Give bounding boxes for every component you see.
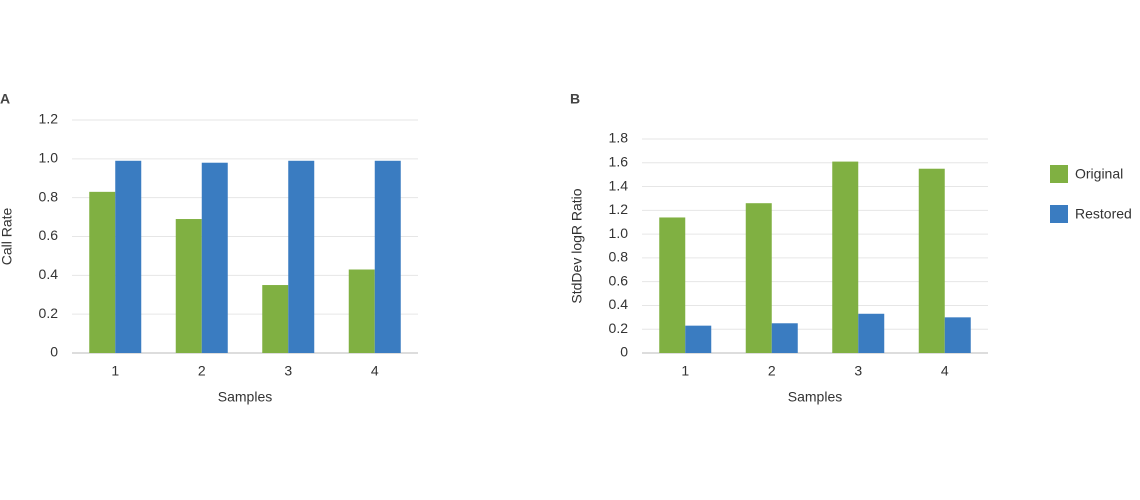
panel-label: A [0, 91, 10, 107]
x-tick-label: 2 [768, 363, 776, 379]
bar [175, 219, 202, 353]
bar [858, 313, 885, 353]
bar [918, 168, 945, 353]
y-tick-label: 1.2 [39, 111, 59, 127]
bar [89, 191, 116, 353]
bar [374, 160, 401, 353]
y-tick-label: 0.6 [39, 227, 59, 243]
panel-label: B [570, 91, 580, 107]
x-axis-label: Samples [788, 389, 842, 405]
y-tick-label: 1.0 [39, 150, 59, 166]
bar [115, 160, 142, 353]
y-tick-label: 1.6 [609, 153, 629, 169]
bar [771, 323, 798, 353]
y-tick-label: 0.4 [39, 266, 59, 282]
y-tick-label: 0.8 [39, 188, 59, 204]
x-tick-label: 2 [198, 363, 206, 379]
bar [944, 317, 971, 353]
x-tick-label: 4 [371, 363, 379, 379]
x-tick-label: 3 [854, 363, 862, 379]
bar [262, 285, 289, 353]
x-tick-label: 3 [284, 363, 292, 379]
legend-swatch [1050, 205, 1068, 223]
bar [348, 269, 375, 353]
y-tick-label: 0.8 [609, 249, 629, 265]
x-tick-label: 4 [941, 363, 949, 379]
legend-label: Original [1075, 166, 1123, 182]
x-tick-label: 1 [111, 363, 119, 379]
y-axis-label: StdDev logR Ratio [569, 188, 585, 303]
y-tick-label: 0.6 [609, 272, 629, 288]
legend-swatch [1050, 165, 1068, 183]
y-tick-label: 0.2 [609, 320, 629, 336]
y-tick-label: 1.8 [609, 130, 629, 146]
bar [685, 325, 712, 353]
y-tick-label: 0.4 [609, 296, 629, 312]
y-tick-label: 0.2 [39, 305, 59, 321]
y-tick-label: 1.4 [609, 177, 629, 193]
y-tick-label: 1.2 [609, 201, 629, 217]
bar [659, 217, 686, 353]
y-tick-label: 0 [50, 344, 58, 360]
bar [288, 160, 315, 353]
y-axis-label: Call Rate [0, 208, 15, 266]
y-tick-label: 1.0 [609, 225, 629, 241]
y-tick-label: 0 [620, 344, 628, 360]
x-tick-label: 1 [681, 363, 689, 379]
bar [832, 161, 859, 353]
x-axis-label: Samples [218, 389, 272, 405]
legend-label: Restored [1075, 206, 1132, 222]
bar [745, 203, 772, 353]
bar [201, 162, 228, 353]
